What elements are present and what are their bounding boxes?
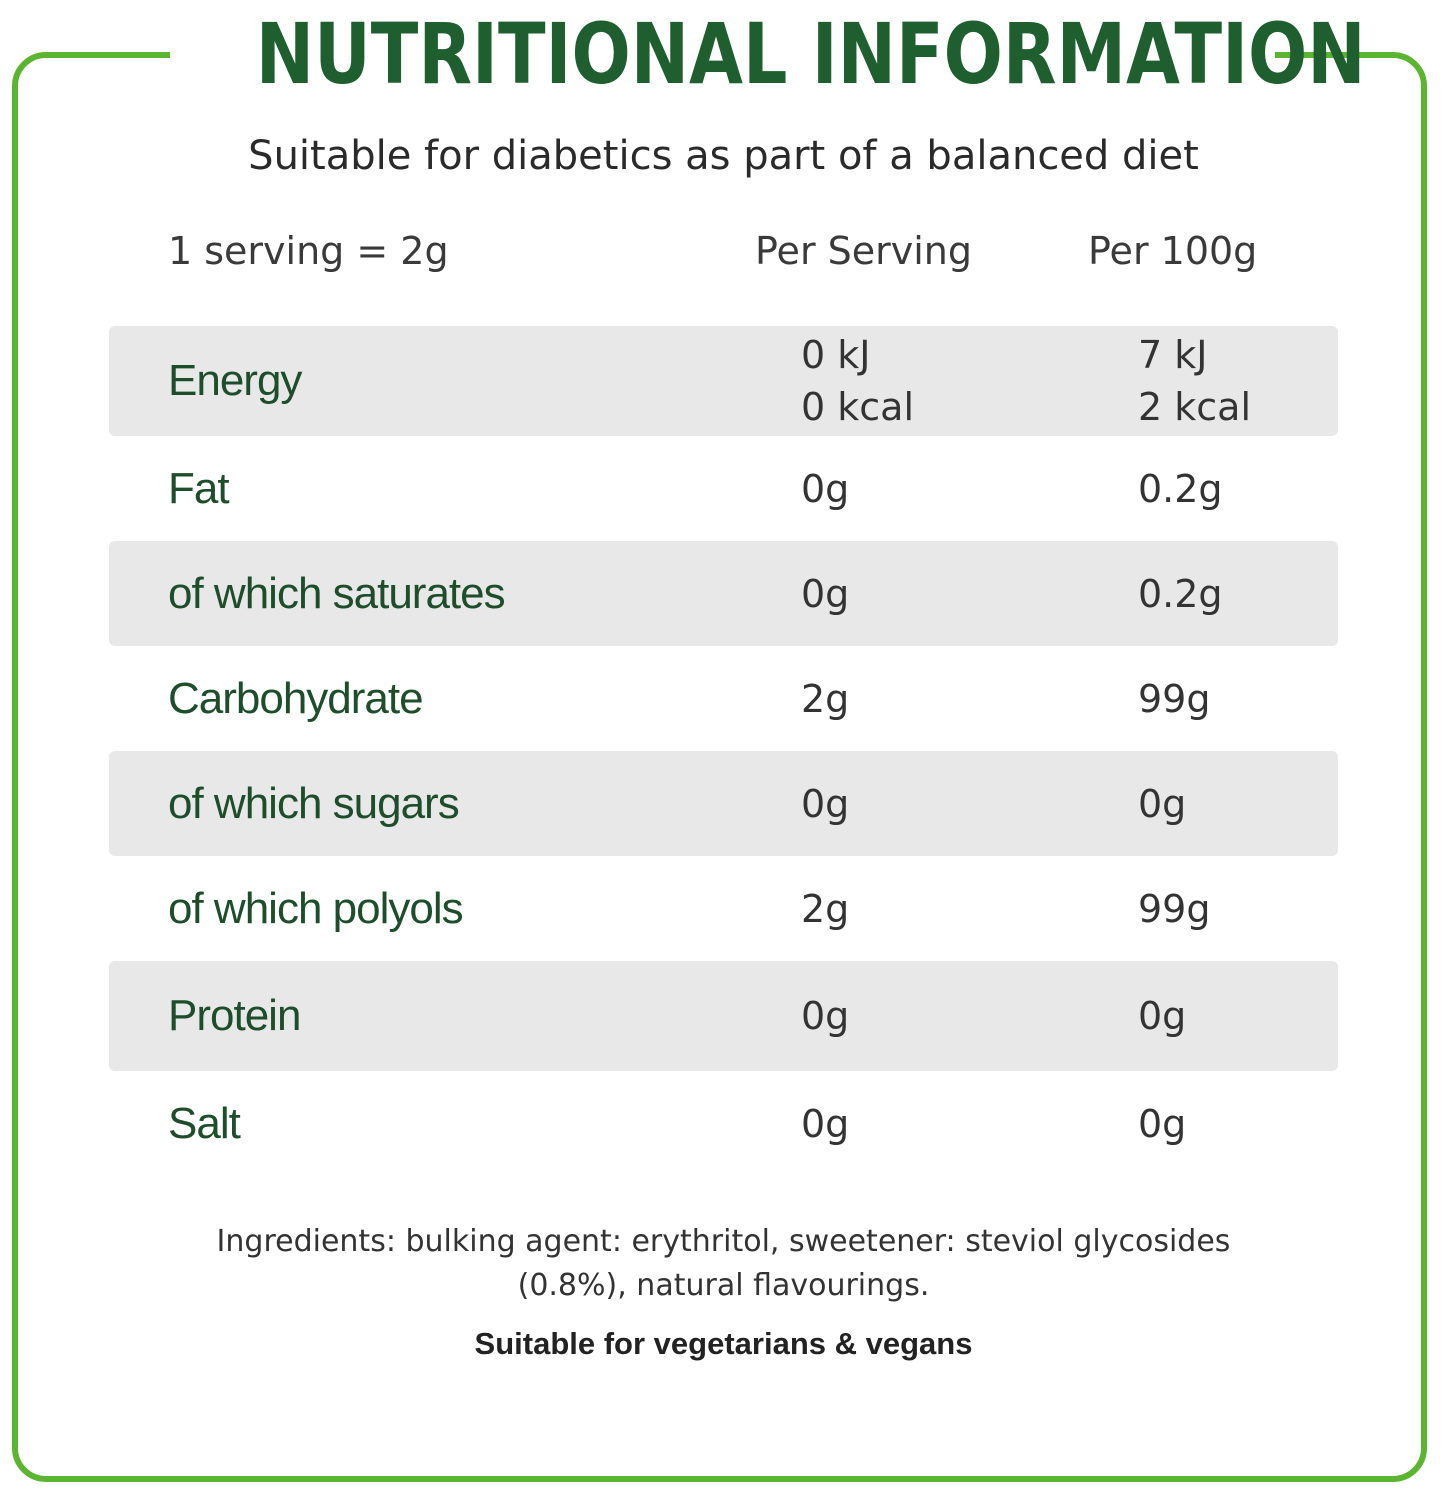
table-row-sugars: of which sugars 0g 0g (109, 751, 1338, 856)
page-title: NUTRITIONAL INFORMATION (255, 5, 1366, 103)
per-serving-value: 0g (801, 571, 850, 616)
per-serving-value: 0g (801, 994, 850, 1038)
per-serving-value: 0 kJ 0 kcal (801, 326, 914, 436)
per-100g-kj: 7 kJ (1138, 333, 1208, 377)
per-serving-header: Per Serving (755, 229, 973, 273)
nutrition-table: Energy 0 kJ 0 kcal 7 kJ 2 kcal Fat 0g 0.… (109, 326, 1338, 1176)
nutrient-name: of which saturates (168, 568, 506, 618)
per-serving-value: 2g (801, 676, 850, 721)
per-100g-value: 7 kJ 2 kcal (1138, 326, 1251, 436)
nutrient-name: Fat (168, 463, 230, 513)
ingredients-text: Ingredients: bulking agent: erythritol, … (190, 1220, 1257, 1308)
per-serving-kj: 0 kJ (801, 333, 871, 377)
per-100g-value: 0g (1138, 994, 1187, 1038)
nutrient-name: Salt (168, 1098, 241, 1148)
per-100g-value: 99g (1138, 676, 1211, 721)
per-100g-header: Per 100g (1088, 229, 1258, 273)
per-100g-kcal: 2 kcal (1138, 385, 1251, 429)
per-100g-value: 99g (1138, 886, 1211, 931)
table-row-salt: Salt 0g 0g (109, 1071, 1338, 1176)
per-serving-value: 0g (801, 466, 850, 511)
table-row-protein: Protein 0g 0g (109, 961, 1338, 1071)
table-row-fat: Fat 0g 0.2g (109, 436, 1338, 541)
per-serving-value: 0g (801, 781, 850, 826)
nutrient-name: Energy (168, 356, 302, 405)
nutrient-name: of which sugars (168, 778, 460, 828)
title-backdrop (170, 30, 1275, 90)
nutrient-name: of which polyols (168, 883, 464, 933)
per-serving-kcal: 0 kcal (801, 385, 914, 429)
vegan-note: Suitable for vegetarians & vegans (474, 1326, 973, 1361)
nutrient-name: Carbohydrate (168, 673, 424, 723)
per-serving-value: 0g (801, 1101, 850, 1146)
serving-size-header: 1 serving = 2g (168, 229, 449, 273)
table-row-carbohydrate: Carbohydrate 2g 99g (109, 646, 1338, 751)
table-row-energy: Energy 0 kJ 0 kcal 7 kJ 2 kcal (109, 326, 1338, 436)
ingredients-line-1: Ingredients: bulking agent: erythritol, … (216, 1224, 1231, 1259)
per-100g-value: 0.2g (1138, 466, 1223, 511)
nutrient-name: Protein (168, 991, 301, 1040)
per-serving-value: 2g (801, 886, 850, 931)
subtitle: Suitable for diabetics as part of a bala… (248, 133, 1199, 179)
per-100g-value: 0.2g (1138, 571, 1223, 616)
per-100g-value: 0g (1138, 1101, 1187, 1146)
table-row-polyols: of which polyols 2g 99g (109, 856, 1338, 961)
ingredients-line-2: (0.8%), natural flavourings. (517, 1268, 930, 1303)
table-row-saturates: of which saturates 0g 0.2g (109, 541, 1338, 646)
per-100g-value: 0g (1138, 781, 1187, 826)
